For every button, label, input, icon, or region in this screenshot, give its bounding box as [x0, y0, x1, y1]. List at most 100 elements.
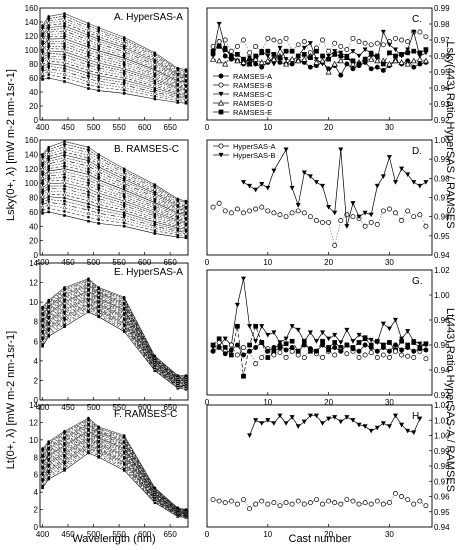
data-point — [47, 44, 50, 48]
data-point — [240, 276, 246, 282]
x-tick-label: 10 — [263, 398, 272, 407]
data-point — [41, 205, 45, 209]
data-point — [63, 311, 66, 314]
data-point — [87, 71, 90, 75]
data-point — [41, 318, 44, 322]
spectrum-marker — [41, 176, 45, 180]
data-point — [184, 229, 188, 233]
y-tick-label: 10 — [29, 298, 38, 307]
data-point — [271, 345, 277, 350]
spectrum-marker — [41, 307, 44, 310]
data-point — [47, 328, 50, 331]
spectrum-marker — [47, 310, 50, 314]
data-point — [222, 351, 228, 357]
data-point — [97, 165, 100, 169]
spectrum-marker — [122, 312, 126, 316]
data-point — [338, 218, 344, 223]
data-point — [307, 41, 313, 46]
y-tick-label: 0.96 — [434, 341, 450, 350]
data-point — [47, 210, 50, 214]
data-point — [122, 72, 126, 75]
data-point — [228, 210, 234, 216]
spectrum-marker — [63, 210, 66, 213]
data-point — [216, 21, 222, 27]
spectrum-marker — [41, 183, 44, 187]
data-point — [184, 95, 188, 99]
spectrum-marker — [97, 153, 100, 156]
spectrum-marker — [97, 89, 100, 92]
data-point — [344, 47, 350, 53]
data-point — [41, 478, 44, 482]
data-point — [87, 151, 90, 154]
data-point — [41, 179, 44, 182]
data-point — [41, 486, 44, 490]
x-tick-label: 650 — [163, 530, 177, 539]
data-point — [411, 64, 417, 70]
spectrum-marker — [97, 211, 100, 215]
spectrum-marker — [41, 205, 45, 209]
spectrum-marker — [122, 445, 126, 449]
data-point — [63, 37, 66, 40]
series-D-1 — [240, 147, 429, 229]
spectrum-marker — [41, 48, 44, 51]
data-point — [417, 212, 423, 218]
data-point — [97, 208, 100, 212]
data-point — [63, 142, 66, 146]
spectrum-marker — [47, 162, 51, 166]
y-tick-label: 140 — [25, 150, 39, 159]
data-point — [122, 65, 126, 68]
data-point — [307, 330, 313, 335]
spectrum-marker — [87, 444, 90, 448]
data-point — [63, 454, 66, 458]
spectrum-line — [42, 302, 186, 386]
data-point — [176, 101, 180, 104]
spectrum-marker — [97, 208, 100, 212]
data-point — [393, 210, 398, 216]
data-point — [97, 202, 101, 206]
spectrum-marker — [47, 64, 50, 68]
data-point — [368, 55, 375, 62]
spectrum-marker — [63, 325, 66, 328]
data-point — [265, 208, 271, 214]
data-point — [350, 49, 356, 54]
data-point — [122, 434, 126, 437]
spectrum-marker — [122, 83, 126, 87]
spectrum-marker — [87, 22, 90, 25]
data-point — [47, 24, 50, 27]
data-point — [184, 236, 188, 240]
spectrum-line — [42, 442, 186, 516]
data-point — [362, 352, 368, 358]
data-point — [368, 345, 374, 350]
data-point — [277, 413, 283, 419]
data-point — [176, 210, 180, 213]
spectrum-marker — [153, 66, 157, 70]
data-point — [87, 43, 90, 47]
spectrum-marker — [122, 36, 126, 39]
y-tick-label: 0.99 — [434, 447, 450, 456]
data-point — [47, 52, 50, 55]
data-point — [289, 501, 295, 507]
data-point — [216, 200, 222, 206]
spectrum-marker — [41, 172, 44, 176]
spectrum-marker — [122, 206, 126, 210]
y-tick-label: 0.94 — [434, 366, 450, 375]
data-point — [47, 335, 50, 338]
spectrum-marker — [87, 41, 90, 44]
spectrum-marker — [153, 192, 157, 195]
y-tick-label: 0 — [34, 251, 39, 260]
spectrum-marker — [97, 28, 100, 32]
data-point — [86, 48, 91, 52]
data-point — [368, 428, 374, 434]
spectrum-line — [42, 295, 186, 383]
data-point — [87, 145, 90, 149]
data-point — [295, 208, 301, 214]
spectrum-marker — [41, 448, 44, 452]
data-point — [411, 214, 417, 220]
x-tick-label: 450 — [61, 530, 75, 539]
data-point — [97, 211, 100, 215]
spectrum-marker — [122, 211, 126, 215]
data-point — [295, 203, 301, 208]
data-point — [380, 421, 386, 426]
